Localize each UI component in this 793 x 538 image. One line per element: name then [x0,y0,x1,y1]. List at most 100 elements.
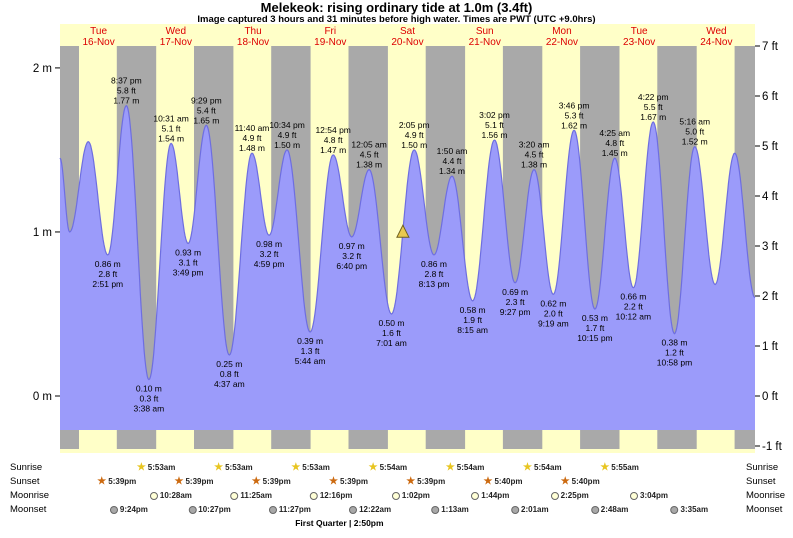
right-axis-label: 7 ft [762,41,779,53]
low-tide-label: 0.25 m 0.8 ft 4:37 am [214,359,245,389]
sunrise-time: 5:54am [533,463,562,472]
sunrise-item: ★ 5:53am [214,462,253,474]
moonset-circle-icon [268,506,277,514]
row-label-left-moonset: Moonset [10,504,47,515]
right-axis-label: 5 ft [762,141,779,153]
high-tide-label: 3:46 pm 5.3 ft 1.62 m [559,100,590,130]
right-axis-label: 6 ft [762,91,779,103]
low-tide-label: 0.93 m 3.1 ft 3:49 pm [173,247,204,277]
current-time-marker [396,224,410,238]
low-tide-label: 0.10 m 0.3 ft 3:38 am [134,384,165,414]
moonset-time: 3:35am [680,505,709,514]
moonrise-circle-icon [550,492,559,500]
right-axis-label: 3 ft [762,241,779,253]
low-tide-label: 0.62 m 2.0 ft 9:19 am [538,298,569,328]
day-label: Wed 24-Nov [700,26,732,48]
moonrise-item: 1:02pm [391,490,430,502]
moonrise-time: 10:28am [159,491,192,500]
row-label-right-moonset: Moonset [746,504,783,515]
moonset-time: 1:13am [441,505,469,514]
sunset-item: ★ 5:39pm [329,476,368,488]
moonrise-time: 1:44pm [481,491,510,500]
moonrise-item: 12:16pm [309,490,352,502]
moonset-time: 2:48am [600,505,629,514]
moonrise-time: 3:04pm [639,491,669,500]
moonset-circle-icon [349,506,358,514]
moonset-item: 1:13am [431,504,469,516]
moonrise-item: 3:04pm [629,490,669,502]
sunrise-star-icon: ★ [136,462,146,473]
row-label-left-sunrise: Sunrise [10,462,43,473]
moonset-item: 11:27pm [268,504,311,516]
moonset-item: 9:24pm [109,504,148,516]
low-tide-label: 0.86 m 2.8 ft 2:51 pm [92,259,123,289]
moonset-circle-icon [590,506,599,514]
day-label: Fri 19-Nov [314,26,346,48]
low-tide-label: 0.53 m 1.7 ft 10:15 pm [577,313,612,343]
low-tide-label: 0.69 m 2.3 ft 9:27 pm [500,287,531,317]
high-tide-label: 1:50 am 4.4 ft 1.34 m [437,146,468,176]
moonset-item: 3:35am [670,504,709,516]
moonrise-circle-icon [629,492,638,500]
high-tide-label: 10:31 am 5.1 ft 1.54 m [153,113,188,143]
moonset-circle-icon [511,506,520,514]
moonset-circle-icon [188,506,197,514]
sunrise-time: 5:55am [611,463,639,472]
low-tide-label: 0.98 m 3.2 ft 4:59 pm [254,239,285,269]
sunrise-time: 5:53am [147,463,176,472]
sunset-item: ★ 5:40pm [561,476,600,488]
moonrise-item: 10:28am [149,490,192,502]
sunset-star-icon: ★ [251,476,261,487]
sunrise-time: 5:54am [456,463,485,472]
right-axis-label: 2 ft [762,291,779,303]
day-label: Thu 18-Nov [237,26,269,48]
chart-title: Melekeok: rising ordinary tide at 1.0m (… [260,0,533,15]
high-tide-label: 12:54 pm 4.8 ft 1.47 m [315,125,350,155]
moonrise-item: 2:25pm [550,490,589,502]
moonset-item: 2:01am [511,504,549,516]
moonrise-time: 1:02pm [401,491,430,500]
left-axis-label: 0 m [33,391,52,403]
low-tide-label: 0.66 m 2.2 ft 10:12 am [616,292,651,322]
moonset-item: 12:22am [349,504,391,516]
sunset-time: 5:39pm [417,477,446,486]
low-tide-label: 0.39 m 1.3 ft 5:44 am [295,336,326,366]
sunset-item: ★ 5:39pm [406,476,445,488]
sunset-star-icon: ★ [560,476,570,487]
day-label: Sun 21-Nov [469,26,501,48]
sunrise-star-icon: ★ [214,462,224,473]
left-axis-label: 1 m [33,227,52,239]
sunrise-item: ★ 5:55am [600,462,639,474]
moonrise-circle-icon [149,492,158,500]
high-tide-label: 10:34 pm 4.9 ft 1.50 m [269,120,304,150]
sunset-item: ★ 5:39pm [97,476,136,488]
moonrise-time: 2:25pm [560,491,589,500]
sunrise-star-icon: ★ [445,462,455,473]
day-label: Sat 20-Nov [391,26,423,48]
moonset-item: 10:27pm [188,504,231,516]
high-tide-label: 11:40 am 4.9 ft 1.48 m [235,123,270,153]
sunset-time: 5:39pm [185,477,214,486]
right-axis-label: -1 ft [762,441,783,453]
sunset-item: ★ 5:39pm [252,476,291,488]
low-tide-label: 0.38 m 1.2 ft 10:58 pm [657,338,692,368]
moonrise-circle-icon [309,492,318,500]
high-tide-label: 2:05 pm 4.9 ft 1.50 m [399,120,430,150]
day-label: Wed 17-Nov [160,26,192,48]
high-tide-label: 9:29 pm 5.4 ft 1.65 m [191,95,222,125]
sunrise-item: ★ 5:53am [137,462,176,474]
high-tide-label: 12:05 am 4.5 ft 1.38 m [351,140,386,170]
sunset-time: 5:39pm [108,477,137,486]
moonset-time: 9:24pm [119,505,148,514]
sunrise-time: 5:53am [302,463,330,472]
moonset-item: 2:48am [590,504,629,516]
sunrise-star-icon: ★ [600,462,610,473]
moonset-circle-icon [109,506,118,514]
moonset-circle-icon [431,506,440,514]
sunrise-star-icon: ★ [523,462,532,473]
low-tide-label: 0.58 m 1.9 ft 8:15 am [457,305,488,335]
low-tide-label: 0.86 m 2.8 ft 8:13 pm [419,259,450,289]
sunset-time: 5:39pm [339,477,368,486]
tide-area [60,105,755,430]
sunrise-star-icon: ★ [291,462,301,473]
